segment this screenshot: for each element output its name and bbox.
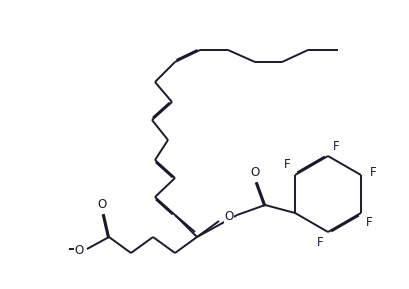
Text: O: O [97, 199, 107, 212]
Text: F: F [366, 216, 372, 229]
Text: F: F [284, 158, 290, 171]
Text: F: F [370, 166, 376, 179]
Text: F: F [317, 236, 323, 249]
Text: F: F [333, 140, 339, 153]
Text: O: O [250, 166, 260, 179]
Text: O: O [225, 210, 234, 223]
Text: O: O [74, 244, 83, 257]
